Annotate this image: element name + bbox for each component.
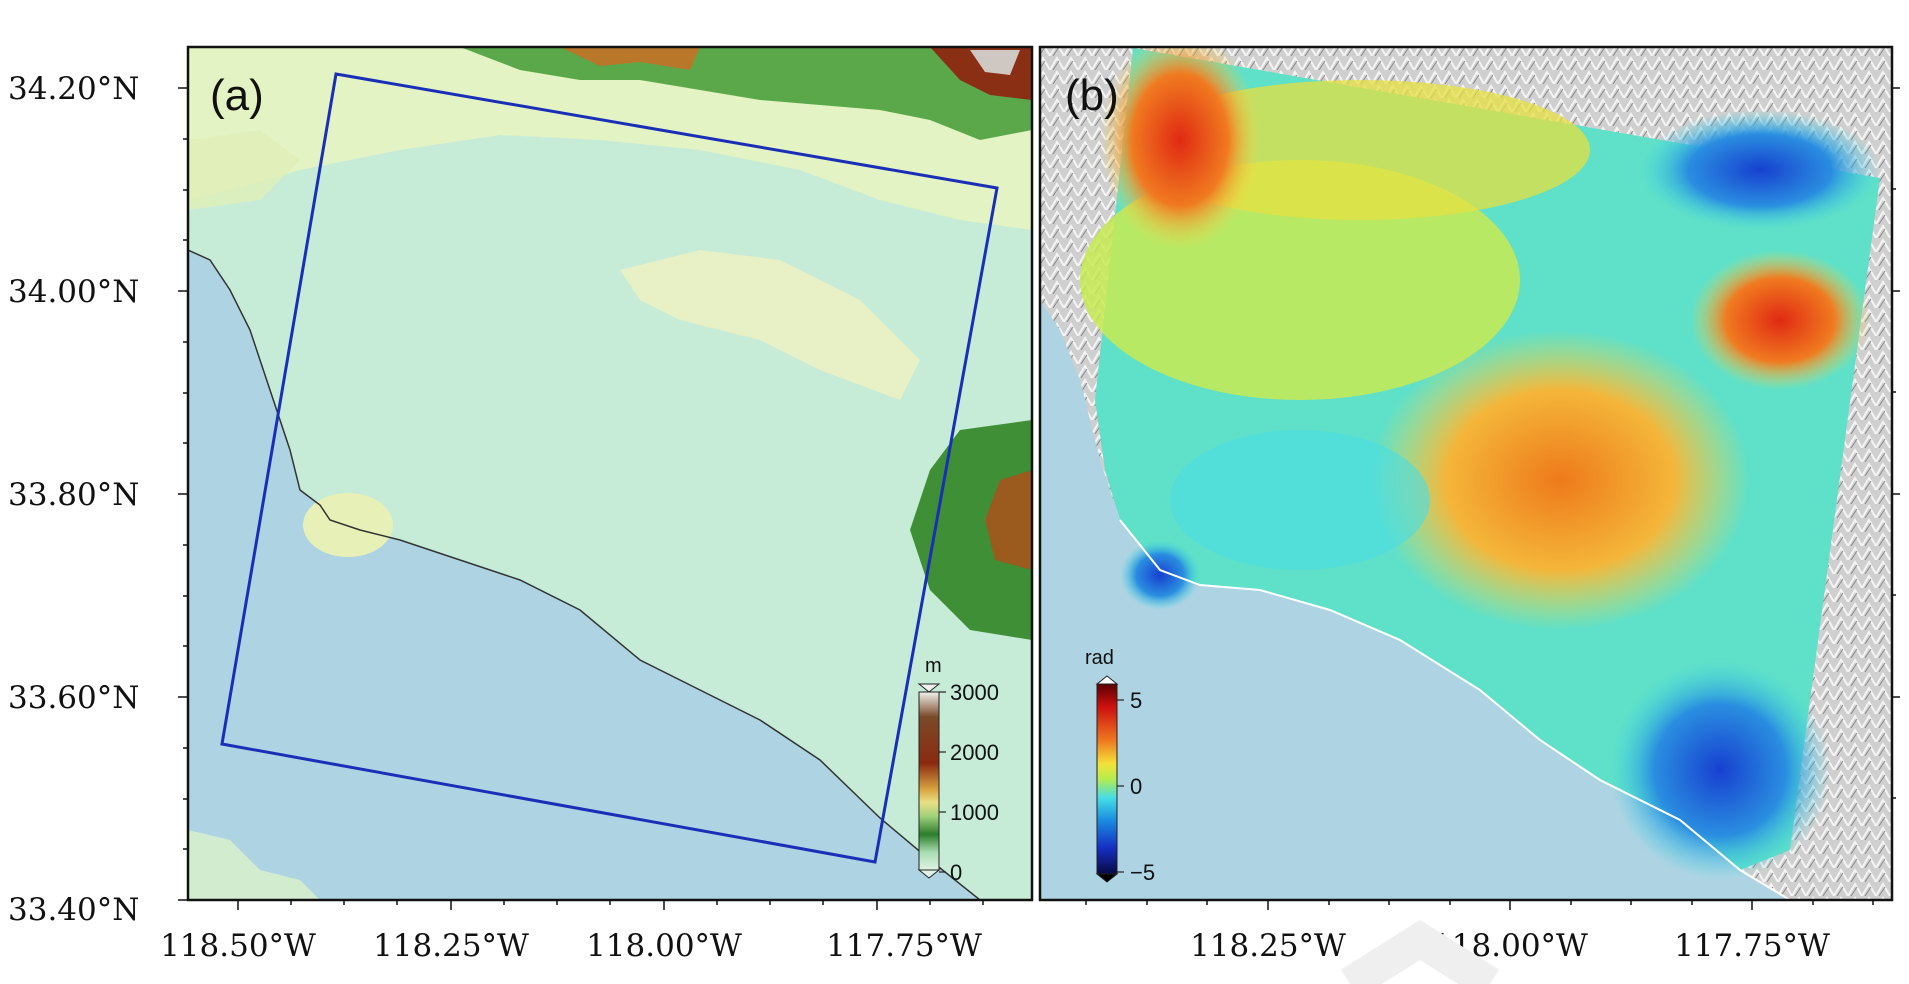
phase-red-nw	[1100, 47, 1260, 250]
lon-b-label-0: 118.25°W	[1190, 928, 1346, 964]
phase-cyan-sw	[1170, 430, 1430, 570]
lat-label-0: 34.20°N	[8, 71, 139, 107]
phase-blue-pv	[1120, 540, 1200, 610]
phase-blue-se	[1610, 660, 1830, 880]
panel-b-label: (b)	[1065, 71, 1119, 120]
phase-warm-center	[1370, 330, 1750, 630]
colorbar-a-tick-1: 2000	[950, 740, 999, 765]
lon-a-label-1: 118.25°W	[373, 928, 529, 964]
coastline-a	[188, 249, 981, 900]
sar-footprint	[220, 72, 999, 864]
colorbar-b-bar	[1096, 683, 1118, 875]
lat-label-4: 33.40°N	[8, 892, 139, 928]
colorbar-a-unit: m	[925, 655, 942, 677]
panel-a-label: (a)	[210, 71, 264, 120]
panel-a-map	[188, 47, 1032, 900]
lon-axis-a: 118.50°W 118.25°W 118.00°W 117.75°W	[160, 900, 984, 964]
peak-snow	[970, 50, 1020, 75]
panel-b-colorbar: rad 5 0 −5	[1085, 647, 1155, 885]
lat-label-1: 34.00°N	[8, 274, 139, 310]
panel-a-land	[188, 47, 1032, 900]
santa-ana-ridge	[985, 470, 1032, 570]
colorbar-b-tick-2: −5	[1130, 860, 1155, 885]
colorbar-a-cap-bottom	[917, 869, 941, 879]
colorbar-a-tick-2: 1000	[950, 800, 999, 825]
colorbar-a-tick-3: 0	[950, 860, 962, 885]
colorbar-b-unit: rad	[1085, 647, 1114, 669]
colorbar-b-tick-0: 5	[1130, 688, 1142, 713]
colorbar-b-tick-1: 0	[1130, 774, 1142, 799]
santa-ana-mountains	[910, 420, 1032, 640]
panel-b-frame	[1038, 45, 1894, 902]
western-hills	[188, 130, 300, 210]
colorbar-a-cap-top	[917, 683, 941, 693]
panel-b-map	[1040, 47, 1892, 900]
san-gabriel-peaks	[560, 47, 700, 70]
phase-blue-ne	[1640, 110, 1880, 230]
colorbar-b-cap-bottom	[1095, 873, 1119, 883]
phase-red-east	[1690, 250, 1870, 390]
colorbar-a-tick-0: 3000	[950, 680, 999, 705]
lon-b-label-2: 117.75°W	[1674, 928, 1830, 964]
panel-a-colorbar: m 3000 2000 1000 0	[917, 655, 999, 885]
coastline-b	[1119, 519, 1791, 900]
lat-axis: 34.20°N 34.00°N 33.80°N 33.60°N 33.40°N	[8, 71, 1900, 928]
hills-center	[620, 250, 920, 400]
lon-a-label-3: 117.75°W	[826, 928, 982, 964]
san-gabriel-mountains	[460, 47, 1032, 140]
lon-a-label-0: 118.50°W	[160, 928, 316, 964]
lon-a-label-2: 118.00°W	[586, 928, 742, 964]
lat-label-2: 33.80°N	[8, 477, 139, 513]
palos-verdes	[303, 493, 393, 557]
watermark-shape	[1340, 919, 1500, 984]
island-corner	[188, 830, 320, 900]
lon-axis-b: 118.25°W 118.00°W 117.75°W	[1085, 900, 1874, 964]
lat-label-3: 33.60°N	[8, 680, 139, 716]
colorbar-a-bar	[918, 691, 940, 871]
